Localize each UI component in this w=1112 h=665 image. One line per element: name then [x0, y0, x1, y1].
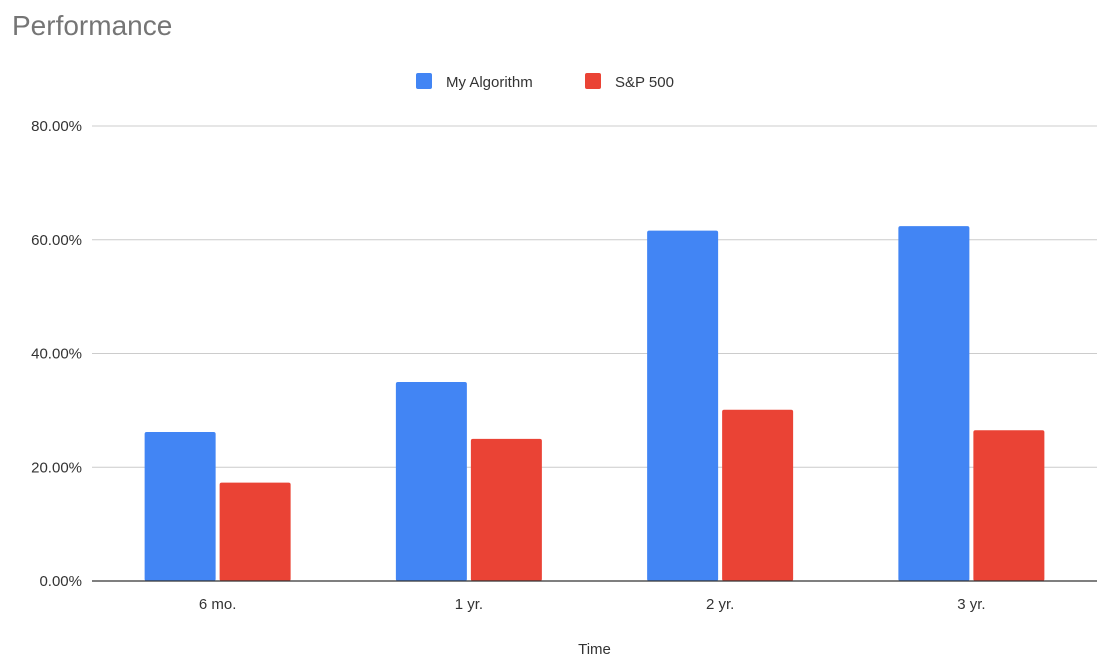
legend-swatch: [585, 73, 601, 89]
legend-swatch: [416, 73, 432, 89]
y-tick-label: 80.00%: [31, 118, 82, 135]
x-tick-label: 6 mo.: [199, 596, 237, 613]
bar-my-algorithm-3[interactable]: [647, 230, 719, 581]
bar-my-algorithm-1[interactable]: [144, 431, 216, 581]
x-tick-label: 1 yr.: [455, 596, 483, 613]
bar-sp-500-3[interactable]: [722, 409, 794, 581]
chart-title: Performance: [12, 10, 173, 41]
legend-label: My Algorithm: [446, 74, 533, 91]
y-tick-label: 60.00%: [31, 232, 82, 249]
bar-sp-500-2[interactable]: [470, 438, 542, 581]
x-tick-label: 3 yr.: [957, 596, 985, 613]
legend-label: S&P 500: [615, 74, 674, 91]
bar-my-algorithm-2[interactable]: [395, 381, 467, 581]
legend-my-algorithm[interactable]: My Algorithm: [416, 73, 533, 91]
x-tick-label: 2 yr.: [706, 596, 734, 613]
y-tick-label: 0.00%: [39, 573, 82, 590]
bar-my-algorithm-4[interactable]: [898, 226, 970, 581]
bar-sp-500-4[interactable]: [973, 430, 1045, 581]
x-axis-title: Time: [578, 641, 611, 658]
y-tick-label: 40.00%: [31, 346, 82, 363]
bar-sp-500-1[interactable]: [219, 482, 291, 581]
y-tick-label: 20.00%: [31, 459, 82, 476]
legend-sp-500[interactable]: S&P 500: [585, 73, 674, 91]
